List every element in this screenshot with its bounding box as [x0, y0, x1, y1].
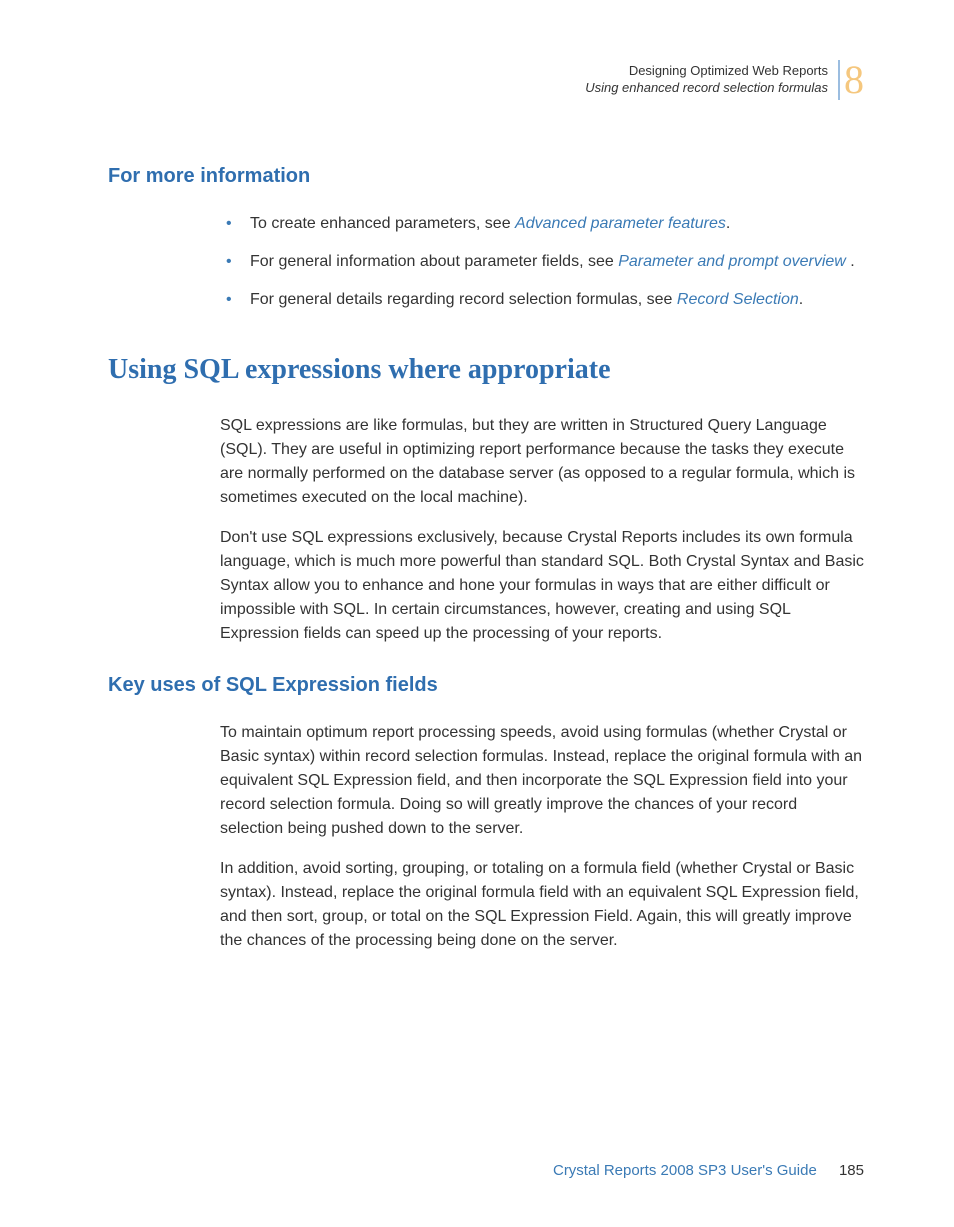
bullet-text-pre: For general details regarding record sel… [250, 291, 677, 308]
bullet-text-post: . [799, 291, 803, 308]
heading-key-uses: Key uses of SQL Expression fields [108, 674, 864, 697]
bullet-text-post: . [726, 215, 730, 232]
page-content: For more information To create enhanced … [108, 165, 864, 953]
link-parameter-prompt-overview[interactable]: Parameter and prompt overview [618, 253, 846, 270]
list-item: To create enhanced parameters, see Advan… [220, 212, 864, 236]
paragraph: Don't use SQL expressions exclusively, b… [220, 526, 864, 646]
header-text-block: Designing Optimized Web Reports Using en… [585, 63, 828, 97]
bullet-text-pre: For general information about parameter … [250, 253, 618, 270]
bullet-text-post: . [846, 253, 855, 270]
header-section-title: Using enhanced record selection formulas [585, 80, 828, 97]
footer-doc-title: Crystal Reports 2008 SP3 User's Guide [553, 1162, 817, 1179]
paragraph: To maintain optimum report processing sp… [220, 721, 864, 841]
page-footer: Crystal Reports 2008 SP3 User's Guide 18… [553, 1162, 864, 1179]
chapter-number: 8 [844, 60, 864, 100]
more-info-list: To create enhanced parameters, see Advan… [220, 212, 864, 312]
page: Designing Optimized Web Reports Using en… [0, 0, 954, 1227]
heading-using-sql-expressions: Using SQL expressions where appropriate [108, 354, 864, 386]
running-header: Designing Optimized Web Reports Using en… [585, 60, 864, 100]
header-row: Designing Optimized Web Reports Using en… [585, 60, 864, 100]
list-item: For general details regarding record sel… [220, 288, 864, 312]
bullet-text-pre: To create enhanced parameters, see [250, 215, 515, 232]
sql-body: SQL expressions are like formulas, but t… [220, 414, 864, 646]
list-item: For general information about parameter … [220, 250, 864, 274]
key-uses-body: To maintain optimum report processing sp… [220, 721, 864, 953]
footer-page-number: 185 [839, 1162, 864, 1179]
heading-for-more-information: For more information [108, 165, 864, 188]
paragraph: In addition, avoid sorting, grouping, or… [220, 857, 864, 953]
header-divider [838, 60, 840, 100]
link-record-selection[interactable]: Record Selection [677, 291, 799, 308]
paragraph: SQL expressions are like formulas, but t… [220, 414, 864, 510]
header-chapter-title: Designing Optimized Web Reports [585, 63, 828, 80]
link-advanced-parameter-features[interactable]: Advanced parameter features [515, 215, 726, 232]
